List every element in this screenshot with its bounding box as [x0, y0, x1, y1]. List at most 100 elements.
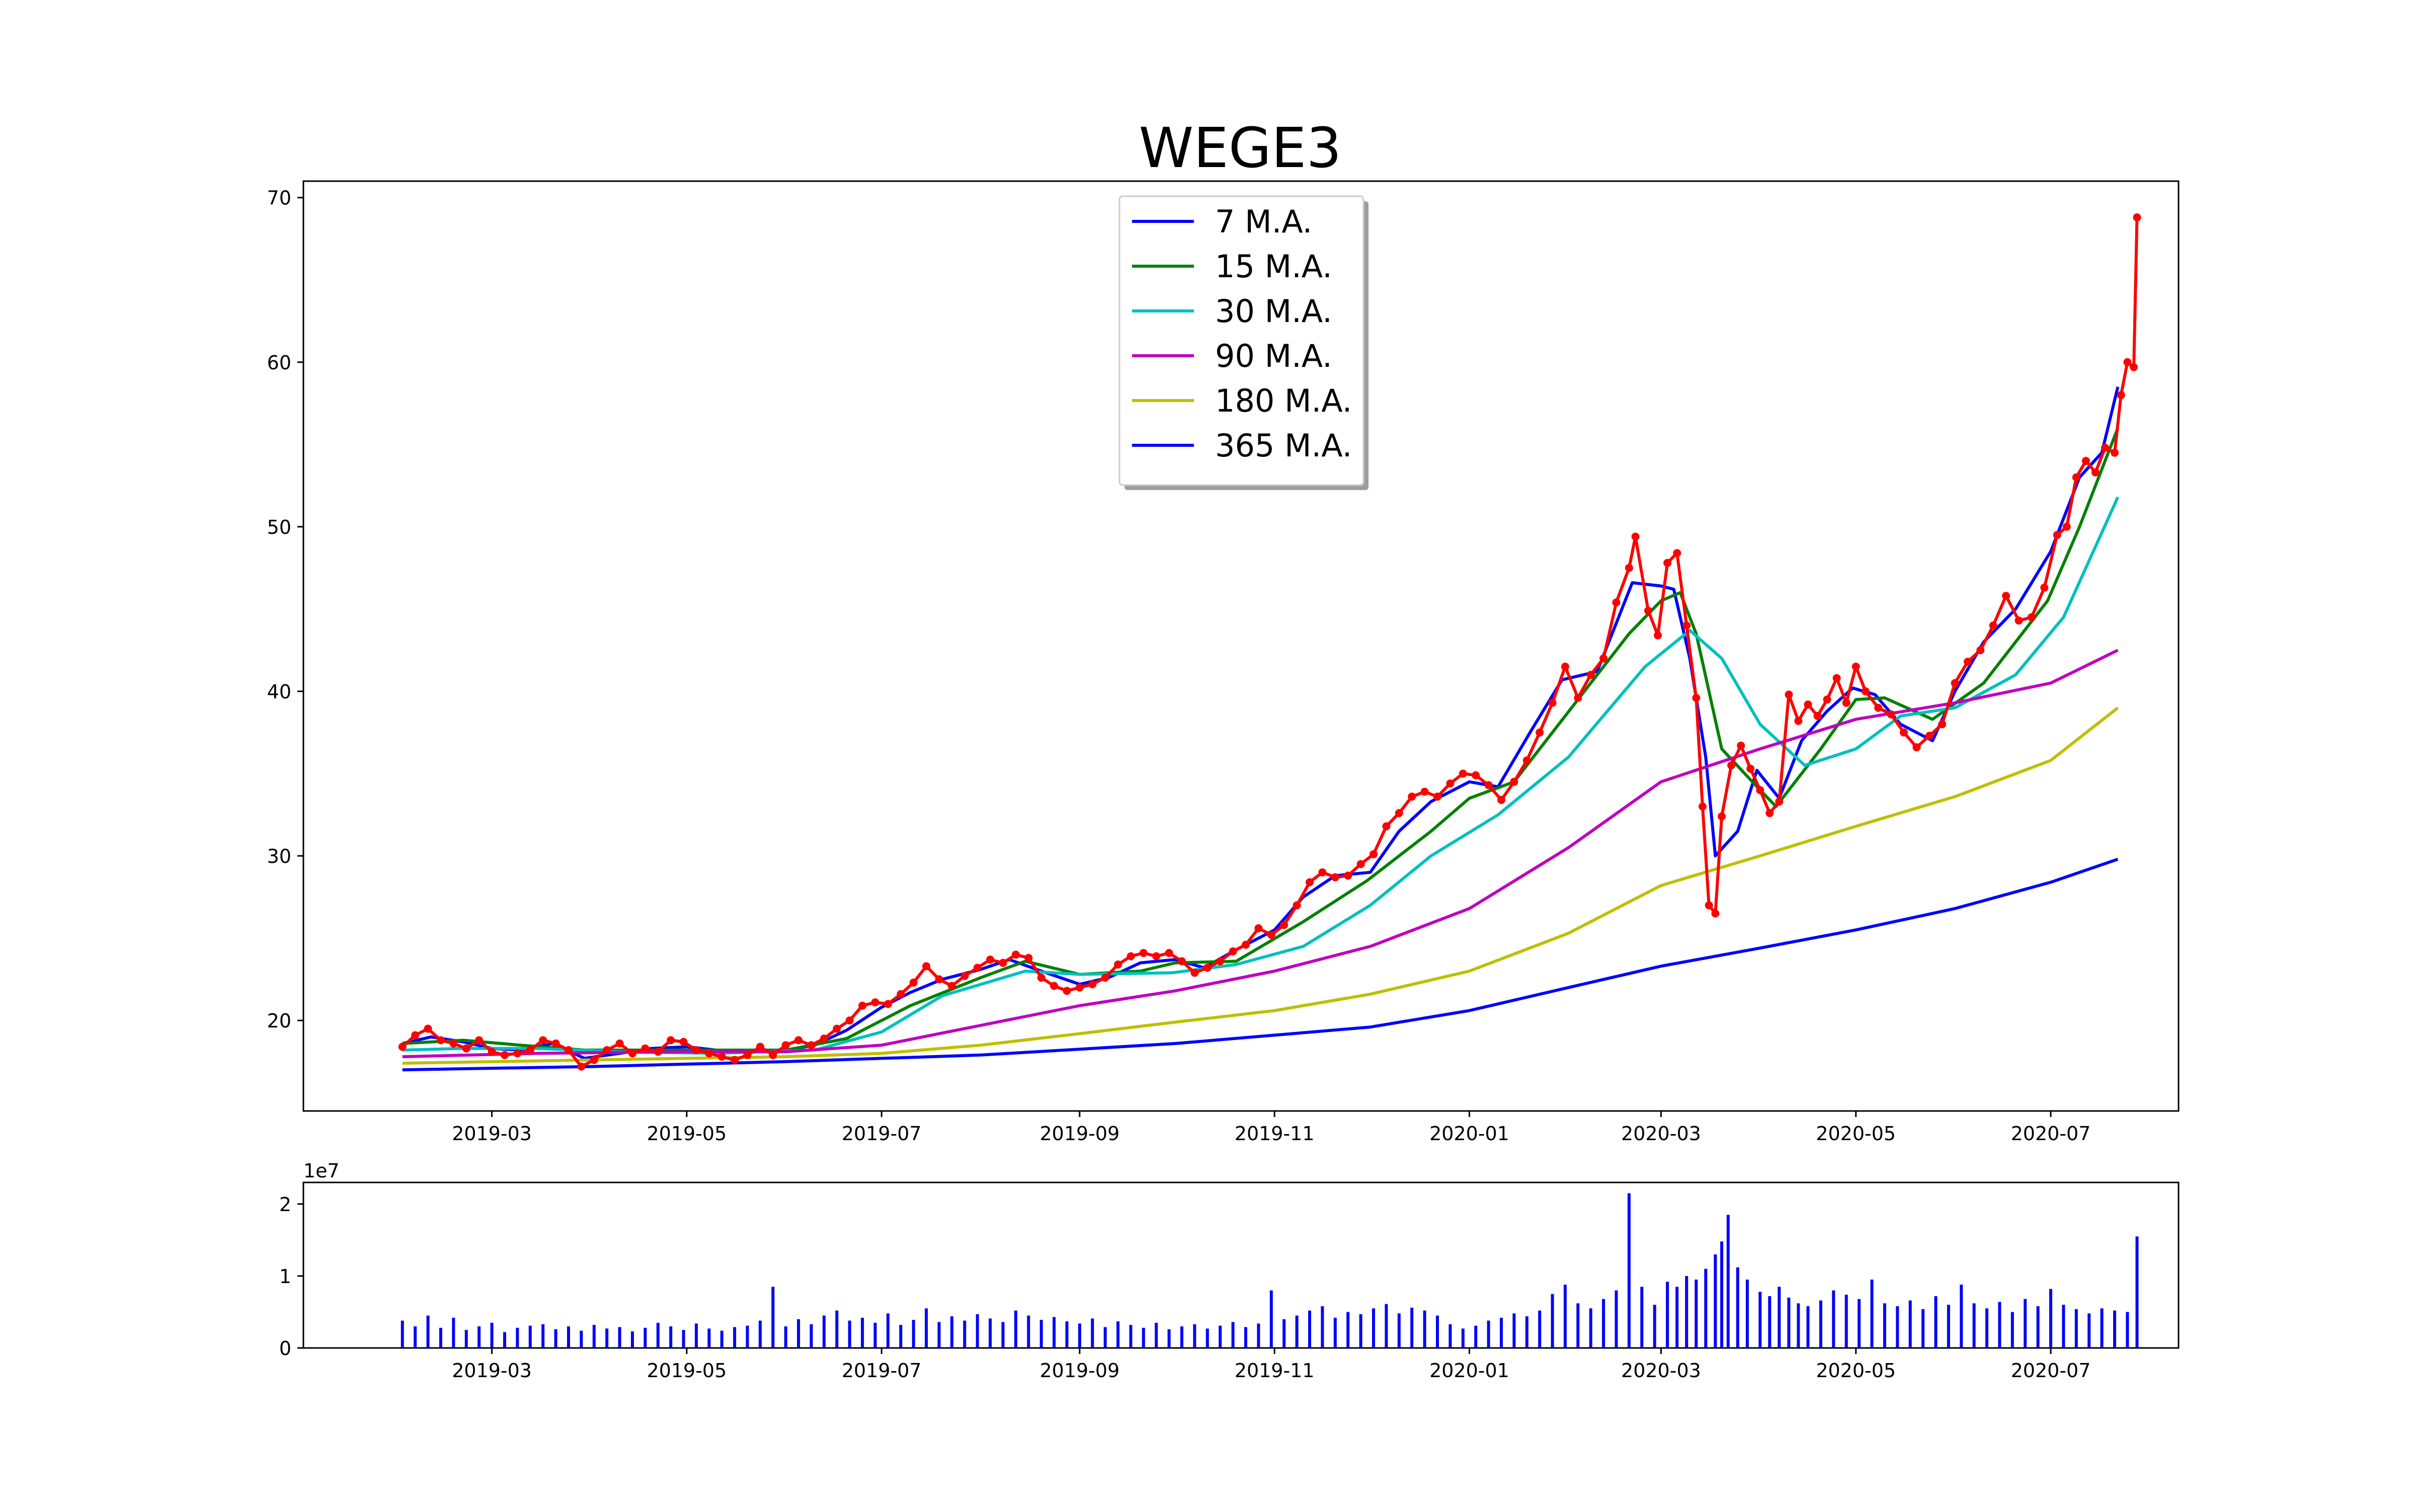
close-price-point [1395, 809, 1403, 817]
close-price-point [1842, 698, 1850, 707]
volume-bar [2113, 1310, 2116, 1348]
volume-bar [1219, 1325, 1222, 1348]
series-line-180-m-a [402, 706, 2119, 1065]
close-price-point [577, 1062, 586, 1071]
close-price-point [1718, 812, 1726, 821]
close-price-point [1497, 795, 1505, 804]
volume-bar [1053, 1317, 1056, 1348]
volume-bar [1921, 1309, 1925, 1348]
volume-bar [2135, 1236, 2139, 1348]
volume-bar [503, 1332, 506, 1348]
close-price-point [1785, 690, 1793, 699]
volume-bar [1205, 1328, 1209, 1348]
volume-bar [733, 1327, 737, 1348]
price-y-tick-label: 50 [267, 516, 291, 538]
volume-bar [848, 1320, 851, 1348]
close-price-point [1794, 717, 1803, 725]
close-price-point [1561, 662, 1569, 671]
volume-bar [1844, 1295, 1848, 1348]
volume-bar [643, 1327, 647, 1348]
close-price-point [513, 1049, 522, 1058]
volume-bar [886, 1313, 890, 1348]
close-price-point [1727, 761, 1736, 770]
volume-bar [605, 1328, 609, 1348]
volume-bar [1359, 1314, 1362, 1348]
volume-bar [1870, 1280, 1874, 1348]
volume-bar [1551, 1294, 1554, 1348]
volume-bar [1627, 1193, 1631, 1348]
volume-bar [746, 1325, 749, 1348]
close-price-point [756, 1043, 764, 1051]
close-price-point [1075, 983, 1084, 992]
volume-x-tick-label: 2019-05 [647, 1360, 727, 1382]
volume-bar [1065, 1321, 1069, 1348]
close-price-point [1331, 873, 1339, 882]
close-price-point [986, 956, 995, 964]
close-price-point [1088, 980, 1097, 989]
close-price-point [1663, 559, 1672, 567]
close-price-point [1472, 771, 1480, 779]
close-price-point [871, 998, 879, 1007]
close-price-point [603, 1046, 611, 1054]
price-frame [302, 180, 2180, 1112]
volume-bar [1333, 1317, 1337, 1348]
volume-x-tick-label: 2020-07 [2011, 1360, 2091, 1382]
price-plot-area: 2019-03 2019-05 2019-07 2019-09 2019-11 2020-… [267, 180, 2180, 1145]
close-price-point [1699, 802, 1707, 811]
close-price-point [449, 1039, 458, 1048]
close-price-point [2101, 443, 2109, 452]
volume-bar [1797, 1303, 1800, 1348]
close-price-point [2091, 468, 2100, 476]
volume-bar [1385, 1304, 1388, 1348]
volume-bar [516, 1327, 519, 1348]
close-price-point [960, 972, 969, 980]
volume-bar [1155, 1322, 1158, 1348]
volume-bar [1257, 1323, 1260, 1348]
close-price-point [1964, 658, 1972, 666]
close-price-point [1216, 957, 1225, 966]
close-price-point [1165, 949, 1173, 957]
close-price-point [2123, 358, 2132, 366]
close-price-point [1852, 662, 1860, 671]
close-price-point [1900, 728, 1908, 737]
close-price-point [1522, 756, 1531, 765]
volume-bar [784, 1326, 787, 1348]
legend-label-365-m-a: 365 M.A. [1215, 427, 1352, 464]
volume-bar [1014, 1310, 1017, 1348]
close-price-point [539, 1036, 547, 1045]
close-price-point [1536, 728, 1544, 737]
volume-bar [1758, 1292, 1762, 1348]
volume-bar [1563, 1285, 1567, 1348]
close-price-point [1887, 710, 1895, 719]
close-price-point [501, 1051, 509, 1059]
price-x-tick-label: 2020-03 [1621, 1123, 1701, 1145]
volume-bar [1947, 1305, 1950, 1348]
close-price-point [717, 1053, 726, 1061]
volume-bar [1321, 1306, 1324, 1348]
volume-bar [861, 1317, 864, 1348]
close-price-point [1446, 779, 1455, 788]
close-price-point [654, 1048, 662, 1056]
volume-bar [580, 1330, 583, 1348]
volume-bar [1167, 1329, 1171, 1348]
close-price-point [1126, 952, 1135, 961]
close-price-point [1548, 698, 1557, 707]
close-price-point [973, 964, 982, 972]
price-series-group [398, 213, 2141, 1072]
volume-y-tick-label: 0 [279, 1337, 291, 1360]
close-price-point [1229, 947, 1237, 956]
close-price-point [2053, 531, 2061, 539]
volume-bar [2036, 1306, 2040, 1348]
volume-bar [1736, 1267, 1739, 1348]
legend-label-30-m-a: 30 M.A. [1215, 293, 1332, 330]
volume-plot-area: 2019-03 2019-05 2019-07 2019-09 2019-11 2020-… [279, 1181, 2180, 1382]
volume-bar [1704, 1268, 1708, 1348]
volume-bar [631, 1331, 634, 1348]
volume-bar [2087, 1313, 2091, 1348]
close-price-point [398, 1043, 407, 1051]
close-price-point [1823, 695, 1831, 704]
price-y-tick-label: 40 [267, 681, 291, 703]
volume-bar [414, 1326, 417, 1348]
close-price-point [820, 1034, 828, 1043]
